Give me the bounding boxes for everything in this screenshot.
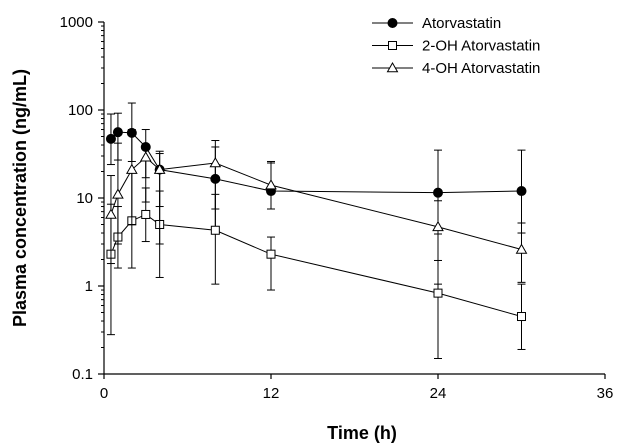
data-point: [105, 133, 116, 144]
series-3: [105, 129, 528, 285]
y-tick-label: 1000: [60, 14, 93, 31]
legend: Atorvastatin 2-OH Atorvastatin 4-OH Atorva…: [372, 15, 540, 77]
data-point: [105, 208, 117, 219]
legend-label: 4-OH Atorvastatin: [422, 60, 540, 77]
data-point: [432, 220, 444, 232]
data-point: [516, 186, 527, 197]
series-line: [110, 131, 522, 194]
y-tick-label: 100: [68, 102, 93, 119]
data-point: [517, 312, 526, 322]
data-point: [112, 127, 123, 138]
data-point: [433, 187, 443, 198]
y-tick-label: 1: [85, 278, 93, 295]
series-2: [106, 171, 526, 360]
legend-item-1: Atorvastatin: [372, 15, 501, 32]
legend-label: Atorvastatin: [422, 15, 501, 32]
series-line: [110, 213, 522, 317]
data-point: [139, 151, 152, 162]
series-line: [110, 156, 522, 250]
x-tick-label: 24: [430, 385, 447, 402]
y-tick-label: 10: [76, 190, 93, 207]
legend-marker: [387, 18, 398, 28]
x-tick-label: 0: [100, 385, 108, 402]
data-point: [210, 225, 220, 235]
x-tick-label: 36: [597, 385, 614, 402]
legend-marker: [386, 61, 399, 73]
y-axis-title: Plasma concentration (ng/mL): [10, 69, 30, 327]
data-point: [433, 288, 443, 298]
x-axis-title: Time (h): [327, 423, 397, 443]
data-point: [141, 209, 151, 219]
series-layer: [105, 102, 528, 360]
data-point: [515, 243, 528, 254]
data-point: [265, 179, 277, 190]
legend-item-2: 2-OH Atorvastatin: [372, 38, 540, 55]
data-point: [125, 163, 138, 174]
data-point: [153, 163, 166, 174]
legend-label: 2-OH Atorvastatin: [422, 38, 540, 55]
x-tick-label: 12: [263, 385, 280, 402]
y-tick-label: 0.1: [72, 366, 93, 383]
legend-item-3: 4-OH Atorvastatin: [372, 60, 540, 77]
data-point: [112, 188, 124, 199]
legend-marker: [388, 41, 397, 50]
data-point: [209, 156, 222, 168]
axes: 0 12 24 36 0.1 1 10 100 1000: [60, 14, 614, 402]
data-point: [266, 249, 276, 259]
